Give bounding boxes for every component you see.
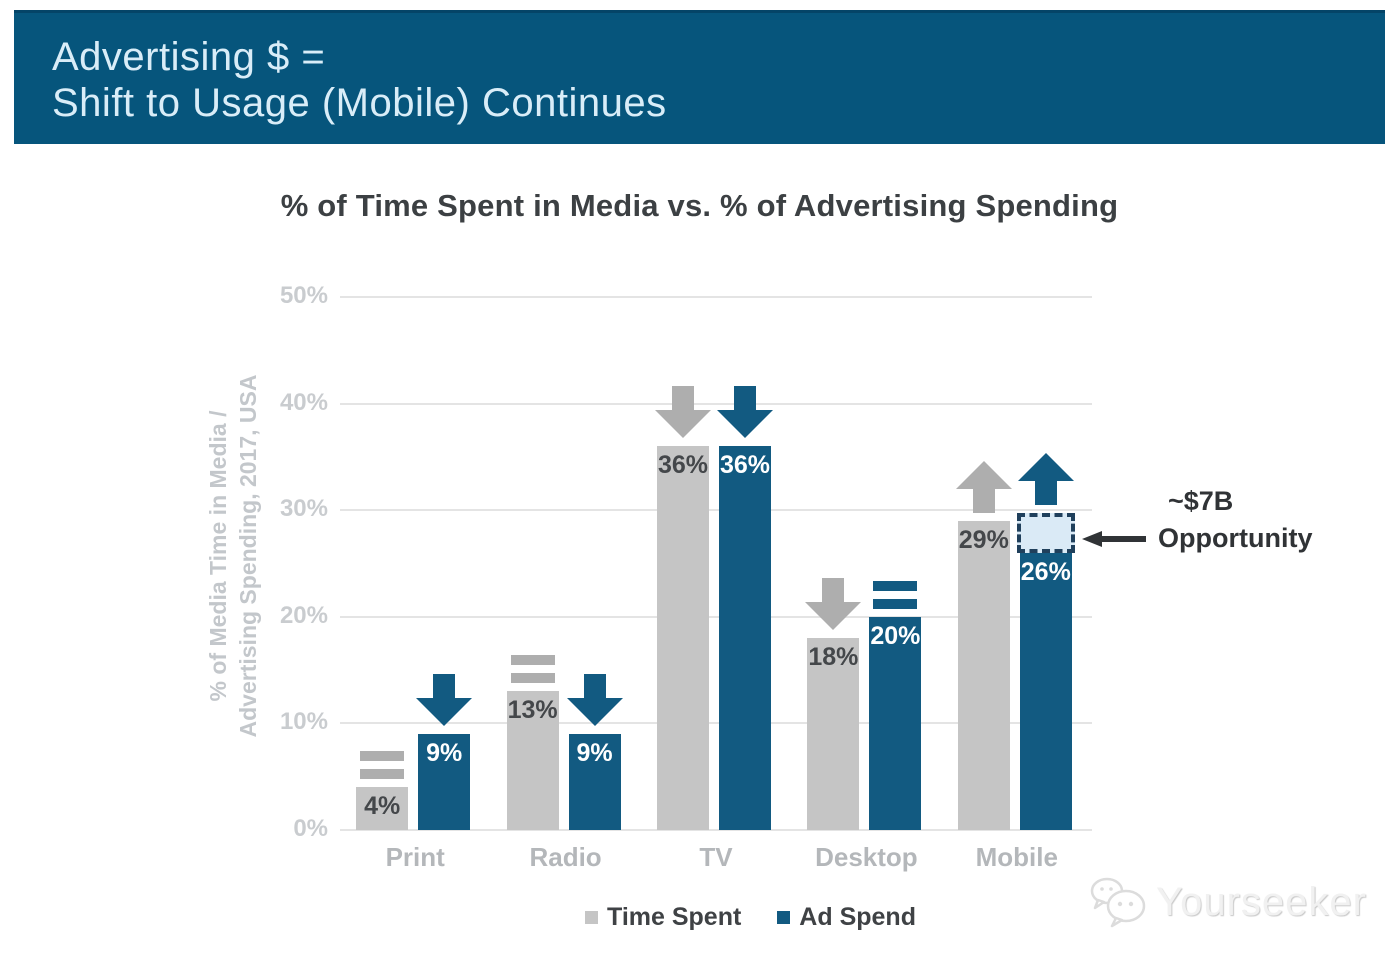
down-indicator — [655, 386, 711, 439]
bar-radio-time-spent: 13% — [506, 691, 559, 830]
bar-value-label: 26% — [1020, 557, 1071, 586]
opportunity-extension-box — [1016, 513, 1075, 553]
y-tick-50%: 50% — [279, 282, 328, 309]
legend-item-time-spent: Time Spent — [585, 903, 741, 932]
gridline-10% — [340, 722, 1092, 725]
down-arrow-icon — [416, 674, 473, 727]
bar-value-label: 9% — [426, 739, 463, 768]
bar-value-label: 18% — [808, 643, 859, 672]
category-label-print: Print — [385, 842, 445, 872]
equal-bar-bottom — [360, 769, 405, 780]
bar-print-time-spent: 4% — [356, 787, 409, 830]
bar-mobile-ad-spend: 26% — [1019, 552, 1072, 830]
down-indicator — [805, 578, 862, 631]
bar-value-label: 36% — [657, 451, 709, 480]
opportunity-annotation: ~$7B Opportunity — [1080, 486, 1340, 554]
equal-bar-bottom — [873, 598, 918, 609]
bar-value-label: 13% — [507, 696, 558, 725]
category-label-tv: TV — [699, 842, 733, 872]
equal-bar-bottom — [510, 673, 555, 684]
gridline-0% — [340, 829, 1092, 831]
up-arrow-icon — [955, 460, 1012, 513]
equal-bar-top — [510, 655, 555, 666]
equal-indicator — [873, 580, 918, 609]
header-line-2: Shift to Usage (Mobile) Continues — [52, 81, 667, 125]
bar-tv-ad-spend: 36% — [719, 446, 771, 830]
equal-indicator — [510, 655, 555, 684]
legend: Time Spent Ad Spend — [585, 903, 916, 932]
watermark: Yourseeker — [1088, 876, 1367, 928]
down-arrow-icon — [717, 386, 773, 439]
gridline-20% — [340, 615, 1092, 618]
bar-value-label: 36% — [719, 451, 771, 480]
slide-header: Advertising $ = Shift to Usage (Mobile) … — [14, 10, 1385, 144]
ad-spend-swatch — [777, 911, 791, 924]
bar-value-label: 4% — [364, 792, 401, 821]
bar-value-label: 9% — [576, 739, 613, 768]
up-indicator — [1017, 453, 1074, 506]
up-indicator — [955, 460, 1012, 513]
category-label-desktop: Desktop — [815, 842, 918, 872]
up-arrow-icon — [1017, 453, 1074, 506]
watermark-text: Yourseeker — [1156, 879, 1367, 924]
down-arrow-icon — [805, 578, 862, 631]
equal-bar-top — [360, 751, 405, 762]
bar-value-label: 20% — [870, 621, 921, 650]
y-axis-title-line2: Advertising Spending, 2017, USA — [235, 374, 261, 738]
y-tick-10%: 10% — [279, 708, 328, 736]
y-tick-0%: 0% — [293, 815, 328, 842]
equal-indicator — [360, 751, 405, 780]
y-tick-30%: 30% — [279, 495, 328, 523]
opportunity-label: Opportunity — [1158, 523, 1313, 553]
equal-bar-top — [873, 580, 918, 591]
header-line-1: Advertising $ = — [52, 35, 326, 79]
bar-desktop-time-spent: 18% — [807, 638, 860, 830]
bar-desktop-ad-spend: 20% — [869, 616, 922, 830]
bar-radio-ad-spend: 9% — [568, 734, 621, 830]
y-axis-title-line1: % of Media Time in Media / — [205, 410, 231, 702]
y-tick-40%: 40% — [279, 388, 328, 416]
down-arrow-icon — [566, 674, 623, 727]
gridline-50% — [340, 296, 1092, 298]
chat-bubbles-icon — [1090, 877, 1146, 928]
time-spent-swatch — [585, 911, 598, 924]
down-indicator — [717, 386, 773, 439]
down-indicator — [566, 674, 623, 727]
category-label-radio: Radio — [529, 842, 602, 872]
opportunity-value: ~$7B — [1168, 486, 1234, 516]
bar-tv-time-spent: 36% — [657, 446, 709, 830]
bar-value-label: 29% — [958, 525, 1009, 554]
bar-mobile-time-spent: 29% — [957, 520, 1010, 830]
legend-item-ad-spend: Ad Spend — [777, 903, 916, 932]
bar-print-ad-spend: 9% — [418, 734, 471, 830]
legend-label-time-spent: Time Spent — [607, 903, 742, 931]
down-indicator — [416, 674, 473, 727]
down-arrow-icon — [655, 386, 711, 439]
gridline-30% — [340, 509, 1092, 512]
legend-label-ad-spend: Ad Spend — [799, 903, 916, 931]
chart-title: % of Time Spent in Media vs. % of Advert… — [280, 188, 1119, 223]
left-arrow-icon — [1082, 530, 1146, 547]
y-tick-20%: 20% — [279, 601, 328, 629]
gridline-40% — [340, 402, 1092, 405]
category-label-mobile: Mobile — [975, 842, 1058, 872]
